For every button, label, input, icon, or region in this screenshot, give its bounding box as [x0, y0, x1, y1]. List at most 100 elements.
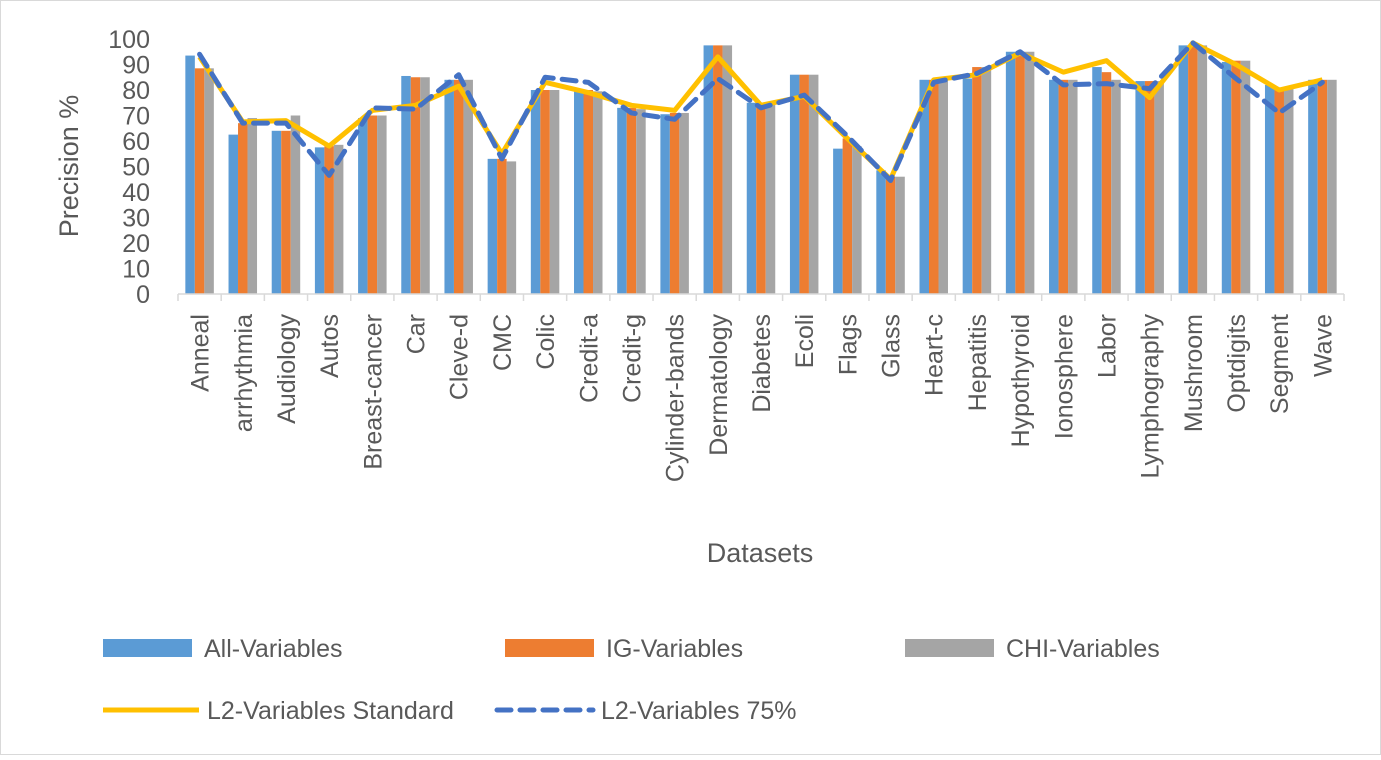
legend-label: L2-Variables 75%: [601, 697, 796, 725]
bar-ig-variables-mushroom: [1188, 45, 1198, 294]
legend-item-l2-variables-75-: L2-Variables 75%: [494, 697, 796, 725]
bar-all-variables-lymphography: [1135, 81, 1145, 294]
bar-all-variables-cylinder-bands: [660, 114, 670, 294]
legend-swatch: [905, 639, 994, 657]
bar-ig-variables-ecoli: [799, 74, 809, 294]
bar-all-variables-dermatology: [703, 45, 714, 294]
bar-chi-variables-dermatology: [722, 45, 733, 294]
bar-ig-variables-hepatitis: [972, 67, 982, 294]
bar-ig-variables-diabetes: [756, 102, 766, 294]
bar-ig-variables-cleve-d: [453, 79, 464, 294]
x-tick-label: Credit-a: [575, 314, 603, 403]
bar-chi-variables-mushroom: [1197, 45, 1208, 294]
x-tick-label: Breast-cancer: [359, 314, 387, 470]
bar-ig-variables-segment: [1274, 87, 1284, 294]
x-tick-label: Cylinder-bands: [662, 314, 690, 482]
x-tick-label: Mushroom: [1180, 314, 1208, 432]
bar-all-variables-anneal: [185, 55, 195, 295]
x-tick-label: Dermatology: [705, 314, 733, 456]
bar-all-variables-ionosphere: [1049, 79, 1059, 294]
bar-chi-variables-cylinder-bands: [679, 112, 689, 294]
bar-chi-variables-ecoli: [808, 74, 819, 294]
legend-label: CHI-Variables: [1006, 635, 1160, 663]
bar-chi-variables-breast-cancer: [377, 115, 387, 294]
line-marks: [197, 40, 1325, 184]
y-tick-label: 100: [108, 26, 150, 54]
line-l2-variables-75-: [197, 40, 1325, 184]
x-tick-label: Autos: [316, 314, 344, 378]
x-tick-label: Credit-g: [618, 314, 646, 403]
bar-all-variables-autos: [314, 147, 325, 294]
y-tick-label: 0: [136, 281, 150, 309]
bar-chi-variables-audiology: [290, 115, 301, 294]
x-tick-label: Ionosphere: [1050, 314, 1078, 439]
bar-all-variables-mushroom: [1178, 45, 1189, 294]
y-axis-title: Precision %: [54, 95, 84, 238]
x-tick-label: Audiology: [273, 314, 301, 424]
legend-label: IG-Variables: [606, 635, 743, 663]
bar-ig-variables-credit-a: [583, 90, 594, 294]
bar-all-variables-car: [401, 75, 411, 294]
bar-chi-variables-flags: [852, 146, 862, 294]
y-tick-label: 60: [122, 128, 150, 156]
x-tick-label: Car: [403, 314, 431, 354]
x-tick-label: Anneal: [187, 314, 215, 392]
legend: All-Variables IG-Variables CHI-Variables L2…: [103, 635, 1160, 725]
bar-ig-variables-car: [410, 77, 421, 294]
y-tick-label: 30: [122, 205, 150, 233]
bar-chi-variables-segment: [1283, 87, 1294, 294]
bar-ig-variables-heart-c: [928, 79, 939, 294]
bar-all-variables-hepatitis: [962, 78, 973, 295]
bar-chi-variables-hepatitis: [981, 67, 992, 294]
y-tick-label: 50: [122, 154, 150, 182]
bar-chi-variables-arrhythmia: [247, 118, 258, 294]
x-tick-label: arrhythmia: [230, 314, 258, 432]
x-tick-label: Diabetes: [748, 314, 776, 413]
bar-all-variables-arrhythmia: [228, 134, 239, 294]
bar-ig-variables-lymphography: [1144, 81, 1155, 294]
bar-all-variables-labor: [1092, 67, 1102, 294]
bar-ig-variables-cmc: [497, 158, 507, 294]
y-tick-label: 80: [122, 77, 150, 105]
bar-chi-variables-ionosphere: [1068, 79, 1078, 294]
y-tick-label: 90: [122, 52, 150, 80]
x-tick-label: Colic: [532, 314, 560, 370]
legend-label: All-Variables: [204, 635, 342, 663]
bar-all-variables-credit-g: [617, 107, 627, 294]
x-tick-label: Lymphography: [1137, 314, 1165, 479]
bar-marks: [185, 45, 1337, 295]
bar-ig-variables-hypothyroid: [1015, 51, 1025, 294]
bar-chi-variables-anneal: [204, 68, 214, 294]
bar-chi-variables-hypothyroid: [1024, 51, 1035, 294]
x-tick-label: Cleve-d: [446, 314, 474, 400]
bar-ig-variables-anneal: [194, 68, 205, 294]
bar-ig-variables-autos: [324, 146, 334, 294]
y-tick-label: 40: [122, 179, 150, 207]
bar-chi-variables-credit-a: [593, 91, 603, 295]
bar-chi-variables-autos: [333, 144, 344, 294]
bar-chi-variables-cmc: [506, 161, 517, 294]
x-tick-label: Wave: [1309, 314, 1337, 377]
x-tick-label: Glass: [878, 314, 906, 378]
bar-ig-variables-audiology: [281, 130, 291, 294]
bar-ig-variables-glass: [885, 176, 896, 294]
bar-all-variables-diabetes: [746, 102, 757, 294]
legend-label: L2-Variables Standard: [207, 697, 454, 725]
bar-all-variables-wave: [1308, 79, 1318, 294]
bar-all-variables-segment: [1264, 84, 1275, 295]
y-tick-label: 20: [122, 230, 150, 258]
x-tick-label: Optdigits: [1223, 314, 1251, 413]
bar-chi-variables-car: [420, 77, 430, 294]
bar-ig-variables-breast-cancer: [367, 115, 378, 294]
bar-ig-variables-credit-g: [626, 107, 637, 294]
bar-all-variables-credit-a: [574, 90, 584, 294]
bar-chi-variables-colic: [549, 90, 560, 294]
x-tick-label: Heart-c: [921, 314, 949, 396]
bar-all-variables-audiology: [271, 130, 282, 294]
x-tick-label: Flags: [834, 314, 862, 375]
bar-ig-variables-ionosphere: [1058, 79, 1069, 294]
bar-ig-variables-optdigits: [1231, 60, 1241, 294]
y-tick-label: 10: [122, 256, 150, 284]
bar-chi-variables-lymphography: [1154, 81, 1164, 294]
